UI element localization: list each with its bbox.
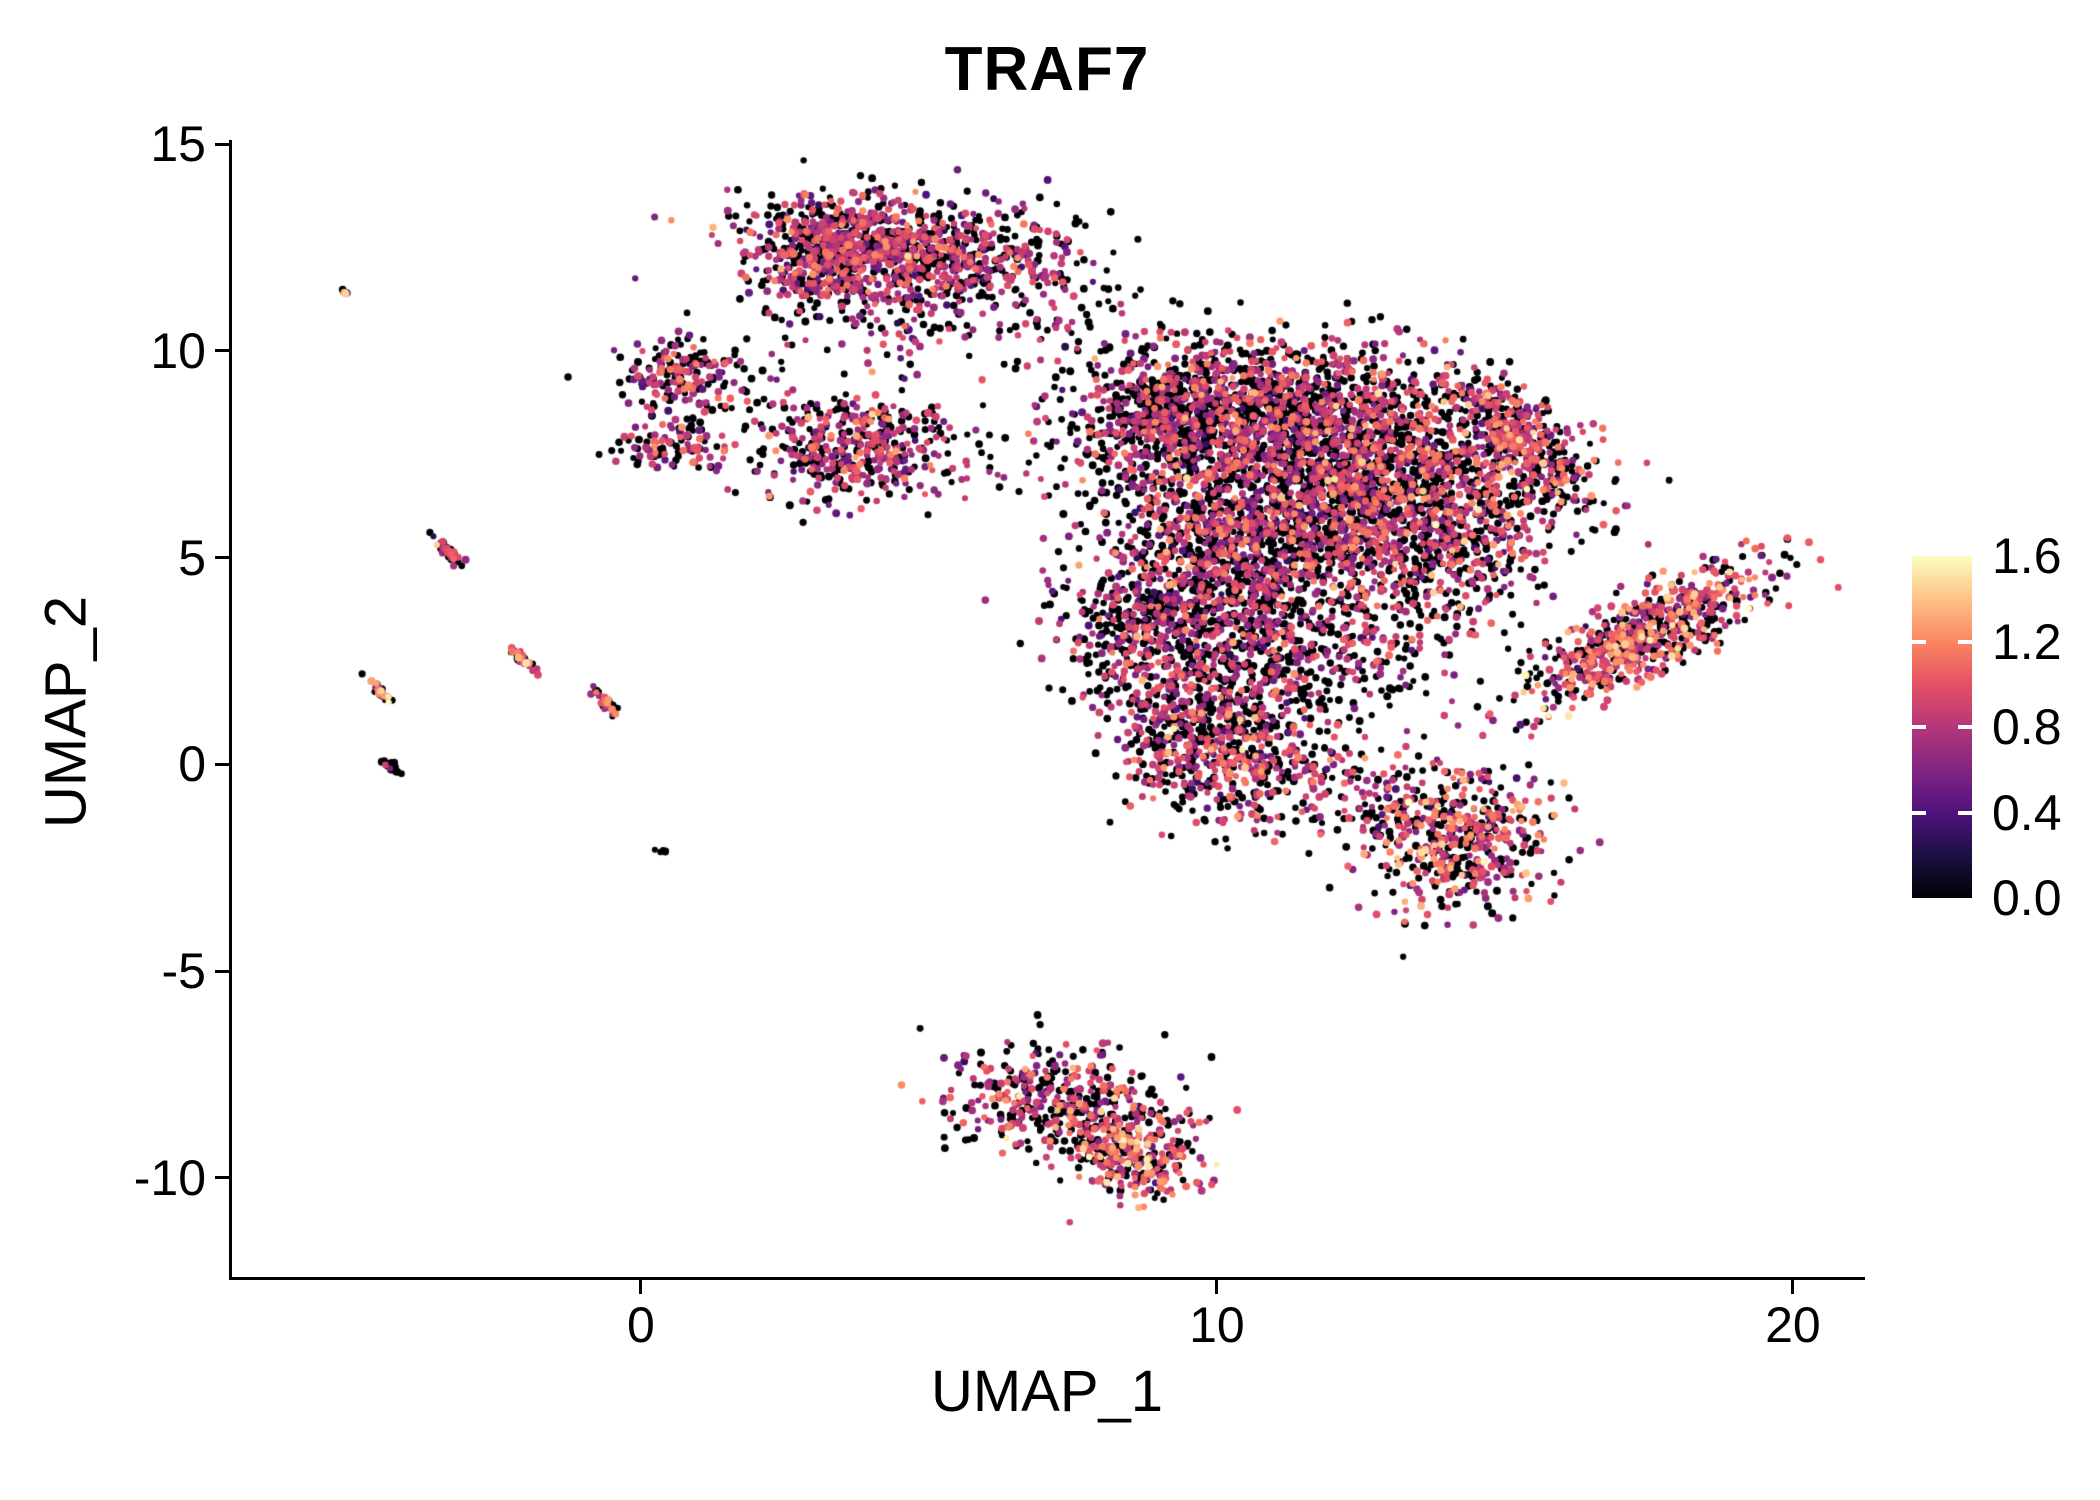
y-tick-label: 5 bbox=[178, 529, 206, 586]
colorbar-tick-label: 0.8 bbox=[1992, 699, 2062, 755]
colorbar-tick-mark bbox=[1912, 725, 1926, 729]
colorbar-tick-label: 0.0 bbox=[1992, 870, 2062, 926]
x-tick-mark bbox=[1215, 1280, 1219, 1294]
x-tick-label: 10 bbox=[1189, 1297, 1245, 1353]
colorbar-tick-label: 0.4 bbox=[1992, 784, 2062, 841]
x-tick-mark bbox=[1791, 1280, 1795, 1294]
x-axis-line bbox=[229, 1277, 1865, 1280]
y-tick-mark bbox=[215, 349, 229, 353]
x-tick-label: 20 bbox=[1765, 1297, 1821, 1353]
y-tick-mark bbox=[215, 762, 229, 766]
y-tick-mark bbox=[215, 969, 229, 973]
colorbar-tick-mark bbox=[1912, 810, 1926, 815]
colorbar-tick-mark bbox=[1958, 810, 1972, 815]
y-tick-label: -5 bbox=[161, 943, 206, 1000]
colorbar-tick-label: 1.6 bbox=[1992, 528, 2062, 584]
y-tick-label: 15 bbox=[150, 116, 206, 173]
y-tick-label: 0 bbox=[178, 736, 206, 793]
colorbar-tick-label: 1.2 bbox=[1992, 613, 2062, 670]
x-axis-label: UMAP_1 bbox=[930, 1359, 1164, 1424]
y-axis-line bbox=[229, 140, 232, 1280]
colorbar-tick-mark bbox=[1912, 639, 1926, 644]
colorbar-tick-mark bbox=[1958, 725, 1972, 729]
y-tick-mark bbox=[215, 142, 229, 146]
y-tick-label: 10 bbox=[150, 322, 206, 379]
x-tick-mark bbox=[639, 1280, 643, 1294]
plot-title: TRAF7 bbox=[944, 35, 1150, 104]
y-tick-mark bbox=[215, 1176, 229, 1180]
colorbar-tick-mark bbox=[1958, 639, 1972, 644]
x-tick-label: 0 bbox=[627, 1297, 655, 1353]
y-tick-mark bbox=[215, 556, 229, 560]
y-tick-label: -10 bbox=[133, 1149, 206, 1206]
